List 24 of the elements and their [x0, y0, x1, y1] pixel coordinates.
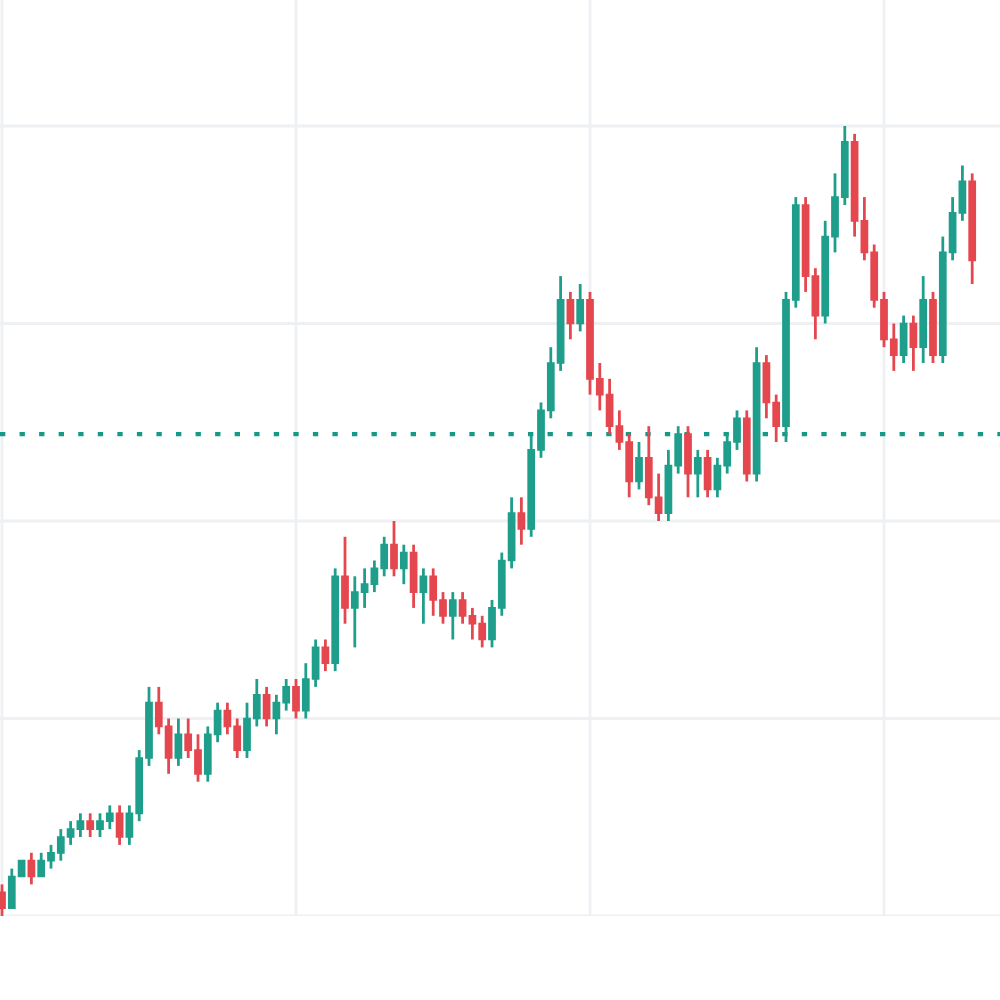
candlestick: [321, 638, 330, 673]
candlestick: [517, 495, 526, 547]
candlestick: [174, 717, 183, 768]
candlestick: [115, 804, 124, 847]
candlestick: [262, 685, 271, 728]
candlestick: [390, 519, 398, 578]
candlestick: [566, 290, 575, 341]
candlestick: [899, 314, 908, 365]
candlestick: [703, 448, 712, 499]
candlestick: [0, 883, 6, 918]
candlestick: [399, 543, 408, 586]
candlestick: [419, 567, 428, 626]
candlestick: [292, 677, 300, 720]
candlestick: [409, 543, 418, 610]
candlestick: [693, 448, 702, 499]
candlestick: [684, 424, 692, 499]
candlestick: [909, 314, 918, 373]
candlestick: [576, 282, 585, 333]
candlestick: [635, 440, 643, 491]
candlestick: [919, 274, 928, 365]
candlestick: [341, 535, 349, 626]
candlestick: [448, 590, 457, 641]
candlestick: [27, 851, 36, 886]
candlestick: [86, 811, 95, 839]
